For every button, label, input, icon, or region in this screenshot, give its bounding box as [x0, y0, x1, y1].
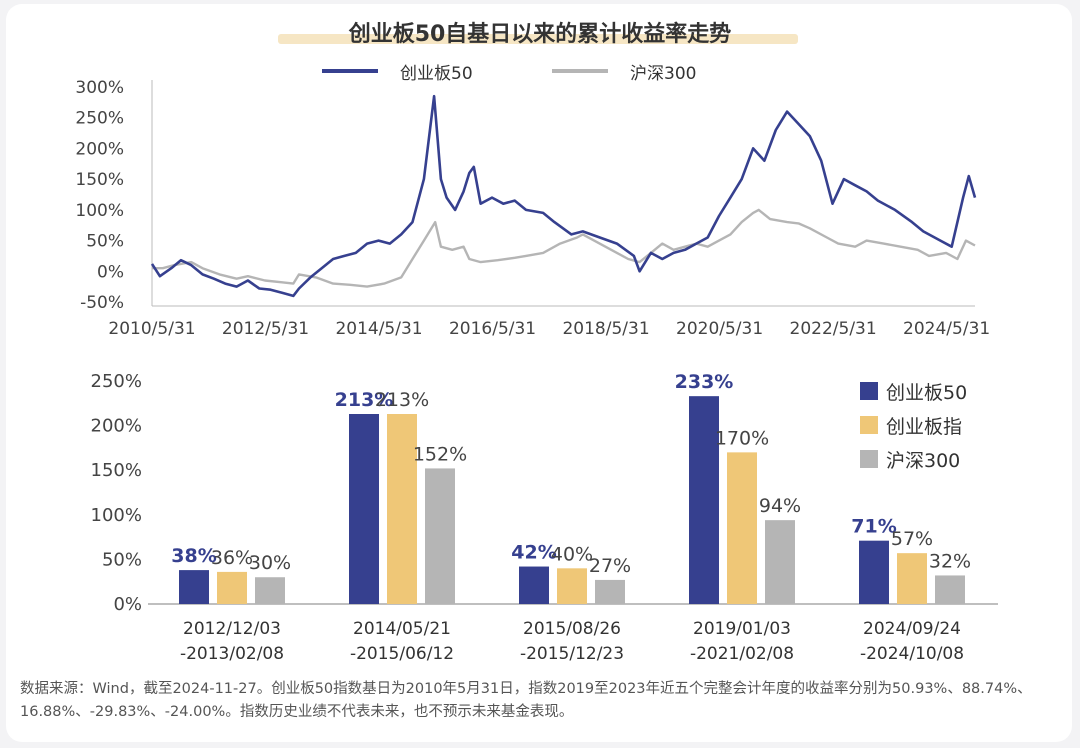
bar-hs300	[595, 579, 625, 604]
bar-y-tick-label: 250%	[91, 371, 142, 392]
line-legend: 创业板50 沪深300	[0, 58, 1080, 84]
bar-cyb50	[859, 540, 889, 604]
line-y-tick-label: 150%	[75, 170, 124, 190]
bar-category-label: -2021/02/08	[690, 644, 794, 664]
bar-cyb50-value-label: 233%	[675, 371, 734, 393]
bar-y-tick-label: 50%	[102, 549, 142, 570]
bar-cyb50	[179, 570, 209, 604]
line-y-tick-label: 100%	[75, 201, 124, 221]
bar-cybz	[897, 553, 927, 604]
bar-cybz-value-label: 57%	[891, 528, 933, 550]
bar-cyb50-value-label: 38%	[171, 545, 216, 567]
bar-hs300	[255, 577, 285, 604]
line-y-tick-label: -50%	[80, 293, 124, 313]
bar-cyb50	[689, 396, 719, 604]
bar-cyb50	[349, 414, 379, 604]
bar-legend: 创业板50 创业板指 沪深300	[860, 374, 1040, 476]
bar-category-label: -2013/02/08	[180, 644, 284, 664]
bar-hs300	[765, 520, 795, 604]
legend-label-cybz-bar: 创业板指	[886, 415, 963, 438]
legend-label-hs300: 沪深300	[630, 63, 697, 84]
bar-cyb50-value-label: 71%	[851, 516, 896, 538]
bar-hs300-value-label: 32%	[929, 550, 971, 572]
bar-cybz-value-label: 40%	[551, 543, 593, 565]
legend-label-cyb50-bar: 创业板50	[886, 381, 968, 404]
line-x-tick-label: 2016/5/31	[449, 319, 536, 339]
bar-category-label: -2015/12/23	[520, 644, 624, 664]
bar-cyb50-value-label: 213%	[335, 389, 394, 411]
legend-item-hs300-bar: 沪深300	[860, 442, 1040, 476]
bar-hs300	[935, 575, 965, 604]
bar-category-label: 2012/12/03	[183, 619, 281, 639]
bar-hs300-value-label: 152%	[413, 443, 467, 465]
line-y-tick-label: 200%	[75, 139, 124, 159]
bar-chart: 250% 200% 150% 100% 50% 0% 38%36%30% 213%213% 1…	[91, 371, 998, 664]
chart-title: 创业板50自基日以来的累计收益率走势	[348, 22, 732, 47]
legend-swatch-cyb50	[860, 382, 878, 400]
legend-swatch-cybz	[860, 416, 878, 434]
legend-item-cybz-bar: 创业板指	[860, 408, 1040, 442]
bar-category-label: 2014/05/21	[353, 619, 451, 639]
bar-hs300-value-label: 94%	[759, 495, 801, 517]
line-y-tick-label: 50%	[86, 232, 124, 252]
bar-category-label: -2015/06/12	[350, 644, 454, 664]
line-chart: 300% 250% 200% 150% 100% 50% 0% -50% 2010/5/31 2…	[75, 78, 990, 339]
series-line-cyb50	[150, 94, 977, 298]
bar-cybz-value-label: 213%	[375, 389, 429, 411]
bar-cybz	[387, 414, 417, 604]
line-y-tick-label: 0%	[97, 262, 124, 282]
bar-y-tick-label: 100%	[91, 505, 142, 526]
source-footnote: 数据来源：Wind，截至2024-11-27。创业板50指数基日为2010年5月…	[20, 681, 1032, 720]
bar-cybz-value-label: 36%	[211, 547, 253, 569]
title-highlight	[278, 34, 798, 44]
bar-cyb50	[519, 566, 549, 604]
legend-label-hs300-bar: 沪深300	[886, 449, 961, 472]
bar-hs300	[425, 468, 455, 604]
bar-category-label: -2024/10/08	[860, 644, 964, 664]
legend-swatch-hs300	[860, 450, 878, 468]
line-y-tick-label: 300%	[75, 78, 124, 98]
series-line-hs300	[152, 208, 976, 288]
bar-cybz	[727, 452, 757, 604]
legend-item-hs300: 沪深300	[552, 58, 696, 84]
line-x-tick-label: 2024/5/31	[903, 319, 990, 339]
chart-card	[6, 4, 1072, 742]
line-x-tick-label: 2018/5/31	[562, 319, 649, 339]
line-x-tick-label: 2014/5/31	[335, 319, 422, 339]
bar-y-tick-label: 200%	[91, 416, 142, 437]
legend-line-hs300	[552, 69, 608, 73]
legend-line-cyb50	[322, 69, 378, 73]
line-x-tick-label: 2022/5/31	[790, 319, 877, 339]
bar-hs300-value-label: 27%	[589, 555, 631, 577]
bar-category-label: 2024/09/24	[863, 619, 961, 639]
bar-cybz	[217, 571, 247, 604]
line-x-tick-label: 2010/5/31	[108, 319, 195, 339]
line-x-tick-label: 2020/5/31	[676, 319, 763, 339]
bar-category-label: 2019/01/03	[693, 619, 791, 639]
legend-label-cyb50: 创业板50	[400, 63, 473, 84]
legend-item-cyb50-bar: 创业板50	[860, 374, 1040, 408]
bar-category-label: 2015/08/26	[523, 619, 621, 639]
bar-hs300-value-label: 30%	[249, 552, 291, 574]
bar-cybz-value-label: 170%	[715, 427, 769, 449]
line-x-tick-label: 2012/5/31	[222, 319, 309, 339]
bar-y-tick-label: 150%	[91, 460, 142, 481]
line-y-tick-label: 250%	[75, 109, 124, 129]
bar-cyb50-value-label: 42%	[511, 542, 556, 564]
bar-y-tick-label: 0%	[113, 594, 142, 615]
legend-item-cyb50: 创业板50	[322, 58, 473, 84]
bar-cybz	[557, 568, 587, 604]
